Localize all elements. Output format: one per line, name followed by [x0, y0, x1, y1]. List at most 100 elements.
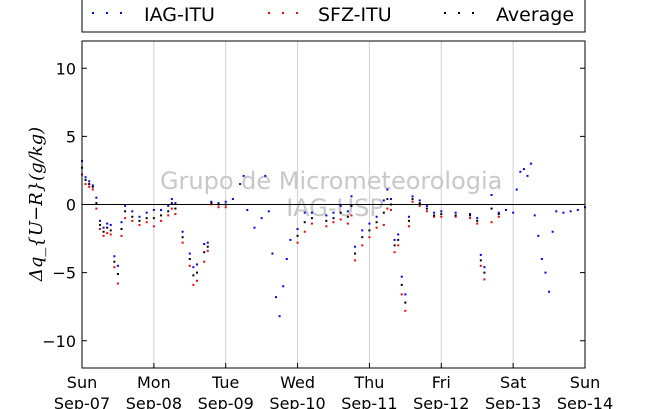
point-2-36: [346, 215, 349, 218]
point-0-84: [537, 234, 540, 237]
point-1-31: [303, 230, 306, 233]
point-2-19: [170, 202, 173, 205]
point-2-28: [217, 203, 220, 206]
point-0-71: [476, 217, 479, 220]
point-2-53: [433, 214, 436, 217]
point-1-17: [160, 219, 163, 222]
point-1-43: [386, 207, 389, 210]
point-0-17: [160, 208, 163, 211]
x-tick-date: Sep-12: [413, 394, 469, 409]
legend-marker: [268, 12, 270, 14]
point-0-39: [275, 296, 278, 299]
point-2-14: [138, 219, 141, 222]
point-2-49: [407, 219, 410, 222]
point-1-53: [433, 215, 436, 218]
point-0-91: [569, 210, 572, 213]
legend-marker: [296, 12, 298, 14]
point-1-34: [332, 221, 335, 224]
point-1-9: [113, 266, 116, 269]
point-1-29: [224, 206, 227, 209]
legend-entry-average: Average: [444, 4, 574, 26]
point-0-28: [217, 202, 220, 205]
point-1-32: [310, 222, 313, 225]
point-2-2: [88, 183, 91, 186]
point-1-41: [375, 226, 378, 229]
point-2-12: [124, 210, 127, 213]
point-0-77: [512, 211, 515, 214]
point-0-60: [397, 233, 400, 236]
point-2-24: [195, 271, 198, 274]
point-2-45: [393, 244, 396, 247]
point-1-40: [368, 236, 371, 239]
point-2-57: [476, 219, 479, 222]
point-0-53: [361, 229, 364, 232]
point-1-38: [354, 259, 357, 262]
legend-marker: [106, 12, 108, 14]
point-1-22: [188, 264, 191, 267]
point-0-90: [562, 211, 565, 214]
x-axis-ticks: Sun Sep-07 Mon Sep-08 Tue Sep-09 Wed Sep-10 Thu S…: [54, 363, 613, 409]
point-1-51: [418, 204, 421, 207]
point-2-9: [113, 260, 116, 263]
point-0-46: [310, 211, 313, 214]
point-1-10: [116, 282, 119, 285]
point-0-4: [95, 196, 98, 199]
point-0-18: [167, 204, 170, 207]
point-0-87: [548, 290, 551, 293]
point-1-5: [98, 228, 101, 231]
point-0-66: [425, 204, 428, 207]
point-1-39: [361, 244, 364, 247]
point-2-4: [95, 202, 98, 205]
point-1-52: [425, 210, 428, 213]
point-2-6: [102, 230, 105, 233]
point-2-35: [339, 211, 342, 214]
point-0-76: [504, 208, 507, 211]
point-2-46: [397, 238, 400, 241]
watermark-text: Grupo de Micrometeorologia IAG-USP: [160, 167, 510, 222]
point-0-9: [113, 255, 116, 258]
watermark-line-2: IAG-USP: [286, 194, 384, 222]
point-2-33: [325, 219, 328, 222]
point-0-55: [375, 215, 378, 218]
point-2-60: [490, 207, 493, 210]
x-tick-day: Thu: [353, 373, 384, 392]
point-2-5: [98, 223, 101, 226]
point-2-37: [350, 204, 353, 207]
point-1-6: [102, 234, 105, 237]
point-0-59: [393, 238, 396, 241]
point-1-36: [346, 222, 349, 225]
point-0-63: [407, 215, 410, 218]
point-0-41: [282, 285, 285, 288]
point-0-14: [138, 215, 141, 218]
point-0-80: [522, 168, 525, 171]
point-0-75: [497, 211, 500, 214]
point-0-30: [231, 198, 234, 201]
point-2-3: [91, 185, 94, 188]
point-1-59: [483, 278, 486, 281]
point-0-26: [206, 241, 209, 244]
point-2-50: [411, 198, 414, 201]
point-1-58: [479, 264, 482, 267]
point-1-14: [138, 223, 141, 226]
point-2-7: [106, 226, 109, 229]
point-0-47: [325, 214, 328, 217]
point-2-56: [469, 214, 472, 217]
point-0-1: [84, 176, 87, 179]
point-0-81: [526, 174, 529, 177]
point-0-69: [454, 211, 457, 214]
legend-label: Average: [496, 4, 574, 26]
point-1-3: [91, 188, 94, 191]
legend-entry-iag-itu: IAG-ITU: [92, 4, 215, 26]
point-2-39: [361, 236, 364, 239]
point-1-50: [411, 200, 414, 203]
point-0-32: [242, 174, 245, 177]
point-1-20: [174, 213, 177, 216]
point-0-34: [253, 226, 256, 229]
point-0-58: [389, 198, 392, 201]
point-0-52: [354, 245, 357, 248]
point-1-55: [454, 215, 457, 218]
legend-marker: [444, 12, 446, 14]
point-0-82: [530, 162, 533, 165]
legend-marker: [282, 12, 284, 14]
point-1-49: [407, 225, 410, 228]
